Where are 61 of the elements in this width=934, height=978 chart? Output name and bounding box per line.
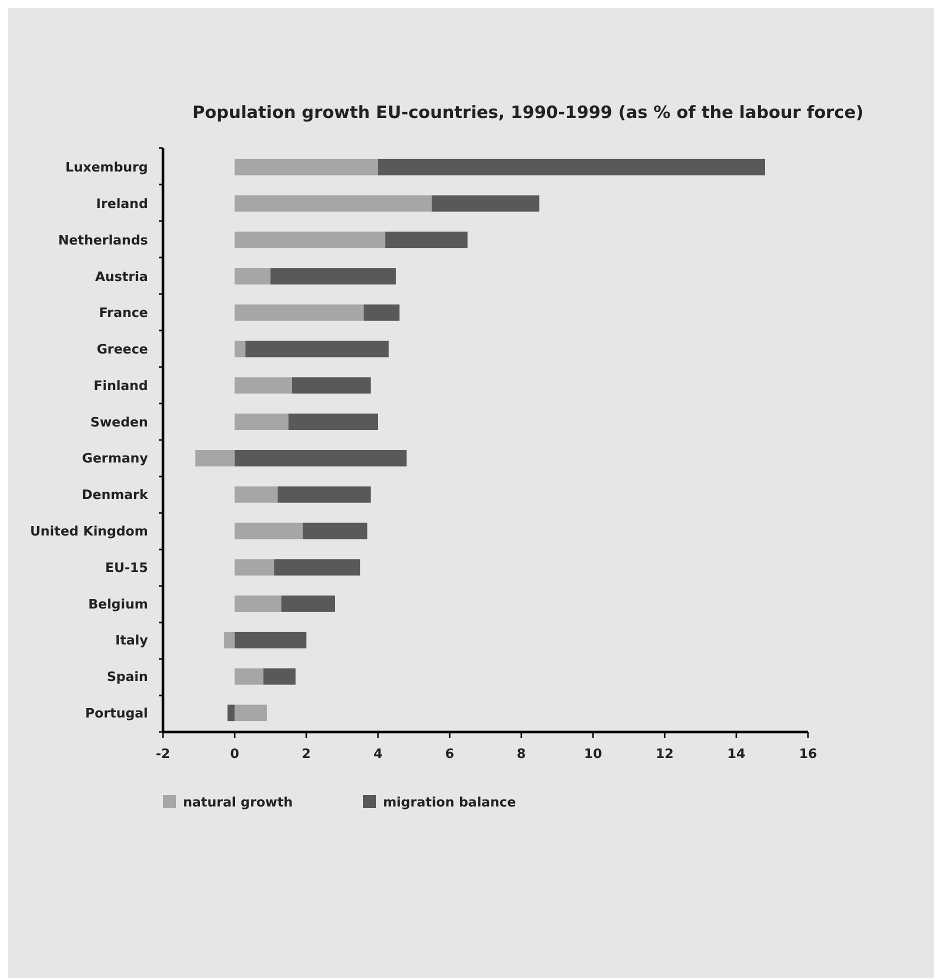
bar (234, 596, 282, 612)
x-tick-label: 10 (584, 747, 602, 762)
bar (224, 632, 235, 648)
bar (245, 340, 389, 358)
bar (234, 195, 432, 212)
x-tick-label: 6 (445, 747, 454, 762)
legend-label: migration balance (383, 796, 516, 811)
bar (385, 232, 468, 248)
bar (234, 304, 364, 321)
y-tick-label: United Kingdom (30, 524, 148, 540)
bar (234, 232, 386, 248)
bar (234, 704, 267, 722)
legend-label: natural growth (183, 796, 293, 811)
x-tick-label: 14 (727, 747, 746, 762)
bar (432, 195, 540, 212)
x-tick-label: 8 (516, 747, 526, 762)
bar (234, 522, 303, 540)
x-tick-label: -2 (156, 747, 170, 762)
x-tick-label: 0 (230, 747, 240, 762)
bar (234, 268, 270, 284)
bar (281, 596, 335, 612)
y-tick-label: Denmark (82, 488, 148, 504)
y-tick-label: Sweden (90, 415, 148, 430)
bar (195, 450, 235, 466)
bar (234, 377, 292, 394)
bar (234, 158, 378, 176)
x-tick-label: 16 (798, 747, 818, 762)
bar (288, 414, 378, 430)
y-tick-label: Luxemburg (65, 160, 148, 176)
y-tick-label: France (98, 306, 148, 322)
y-tick-label: Italy (115, 634, 149, 649)
y-tick-label: Belgium (88, 597, 148, 612)
y-tick-label: Finland (94, 378, 148, 394)
y-tick-label: Greece (96, 342, 148, 358)
bar (378, 158, 765, 176)
bar (234, 559, 274, 576)
y-tick-label: Germany (82, 452, 149, 467)
bar (234, 340, 246, 358)
bar (234, 668, 264, 685)
bar (234, 414, 288, 430)
y-tick-label: Netherlands (58, 233, 148, 248)
bar (302, 522, 368, 540)
bar (278, 486, 371, 503)
x-tick-label: 12 (656, 747, 674, 762)
bar (234, 632, 306, 648)
bar (270, 268, 396, 284)
bar (292, 377, 371, 394)
x-tick-label: 4 (373, 747, 383, 762)
y-tick-label: Portugal (85, 706, 148, 722)
bar (228, 704, 235, 722)
bar (274, 559, 360, 576)
y-tick-label: Austria (95, 270, 148, 285)
bar (364, 304, 400, 321)
chart-title: Population growth EU-countries, 1990-1999 (as % of the labour force) (192, 103, 864, 123)
bar (263, 668, 296, 685)
bar (234, 486, 278, 503)
y-tick-label: EU-15 (105, 560, 148, 576)
x-tick-label: 2 (302, 747, 311, 762)
y-tick-label: Ireland (96, 197, 148, 212)
y-tick-label: Spain (106, 670, 148, 686)
bar (234, 450, 407, 466)
